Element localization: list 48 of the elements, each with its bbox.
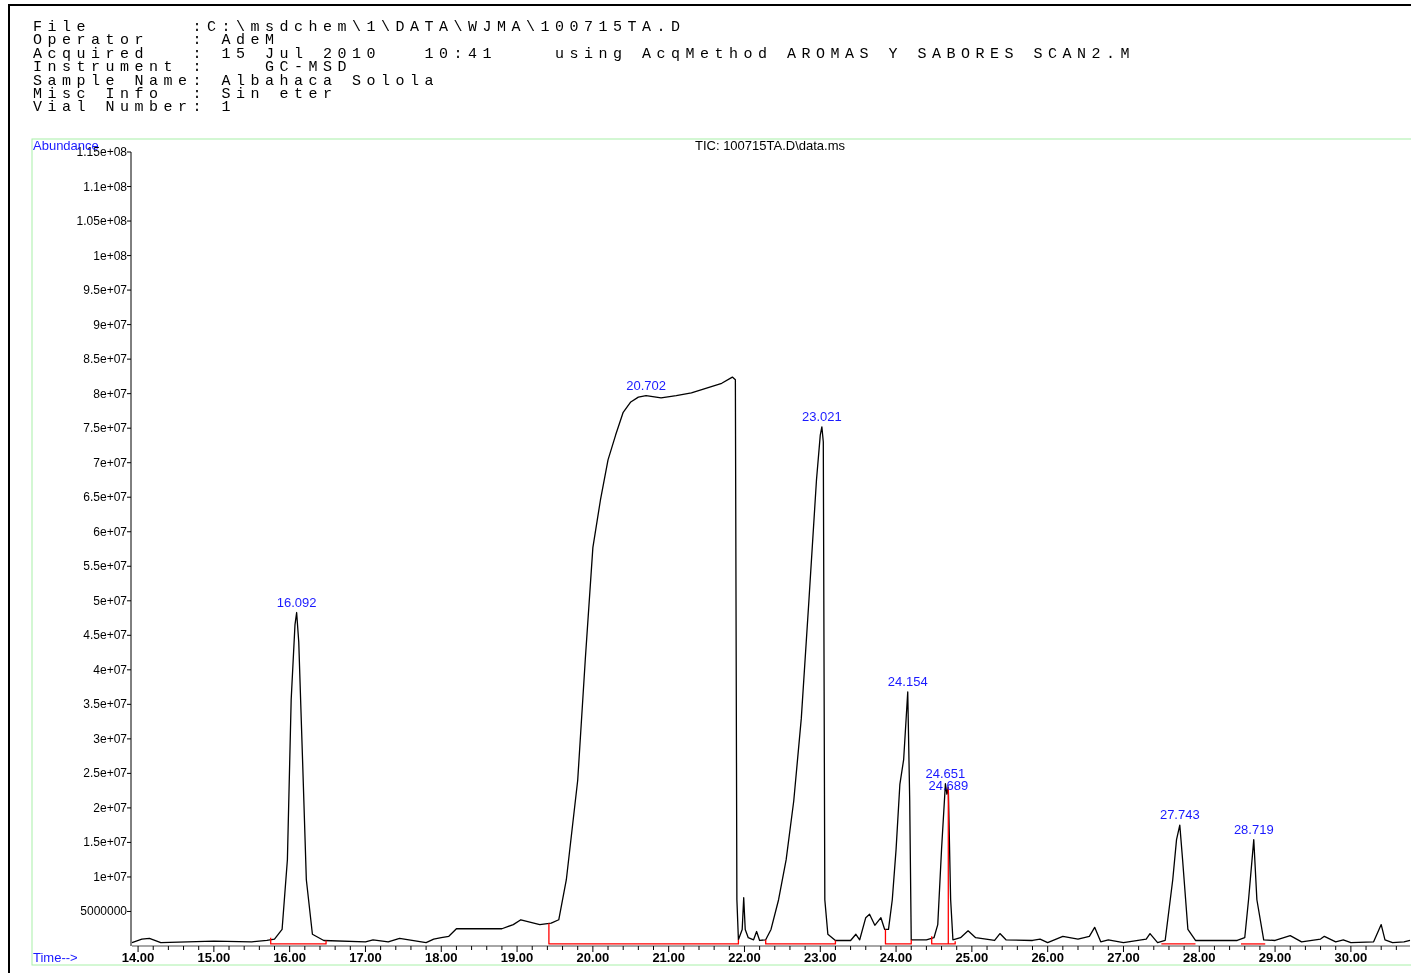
y-tick-label: 2.5e+07 [83, 766, 128, 781]
x-tick-label: 27.00 [1107, 950, 1140, 965]
x-tick-label: 18.00 [424, 950, 458, 965]
text: Vial Number: 1 [33, 99, 237, 117]
annotation: 16.092 [276, 594, 317, 610]
y-tick-label: 1.5e+07 [83, 835, 128, 850]
x-tick-label: 28.00 [1183, 950, 1216, 965]
x-tick-label: 30.00 [1334, 950, 1368, 965]
x-tick-label: 25.00 [955, 950, 989, 965]
annotation: 27.743 [1159, 807, 1200, 823]
y-tick-label: 6.5e+07 [83, 490, 128, 505]
x-tick-label: 29.00 [1258, 950, 1292, 965]
y-tick-label: 9.5e+07 [83, 283, 128, 298]
chart-title: TIC: 100715TA.D\data.ms [694, 138, 846, 153]
x-axis-title: Time--> [33, 950, 78, 965]
y-tick-label: 9e+07 [93, 317, 128, 332]
annotation: 28.719 [1233, 821, 1274, 837]
y-tick-label: 7.5e+07 [83, 421, 128, 436]
y-tick-label: 1.05e+08 [76, 214, 128, 229]
y-tick-label: 1e+08 [93, 248, 128, 263]
x-tick-label: 26.00 [1031, 950, 1064, 965]
y-tick-label: 4e+07 [93, 662, 128, 677]
y-tick-label: 8.5e+07 [83, 352, 128, 367]
x-tick-label: 14.00 [121, 950, 155, 965]
x-tick-label: 21.00 [652, 950, 685, 965]
x-tick-label: 23.00 [804, 950, 837, 965]
x-tick-label: 22.00 [728, 950, 761, 965]
x-tick-label: 19.00 [500, 950, 534, 965]
y-tick-label: 1e+07 [93, 869, 128, 884]
annotation: 24.154 [887, 673, 928, 689]
x-tick-label: 16.00 [273, 950, 306, 965]
x-tick-label: 20.00 [576, 950, 610, 965]
x-tick-label: 24.00 [879, 950, 913, 965]
y-tick-label: 6e+07 [93, 524, 128, 539]
y-tick-label: 1.1e+08 [83, 179, 128, 194]
y-tick-label: 8e+07 [93, 386, 128, 401]
annotation: 23.021 [801, 408, 842, 424]
annotation: 20.702 [626, 377, 666, 393]
x-tick-label: 15.00 [197, 950, 231, 965]
y-tick-label: 3e+07 [93, 731, 128, 746]
y-tick-label: 5000000 [80, 904, 128, 919]
y-tick-label: 3.5e+07 [83, 697, 128, 712]
y-tick-label: 5e+07 [93, 593, 128, 608]
y-tick-label: 2e+07 [93, 800, 128, 815]
x-tick-label: 17.00 [349, 950, 382, 965]
y-tick-label: 7e+07 [93, 455, 128, 470]
y-tick-label: 4.5e+07 [83, 628, 128, 643]
y-tick-label: 5.5e+07 [83, 559, 128, 574]
